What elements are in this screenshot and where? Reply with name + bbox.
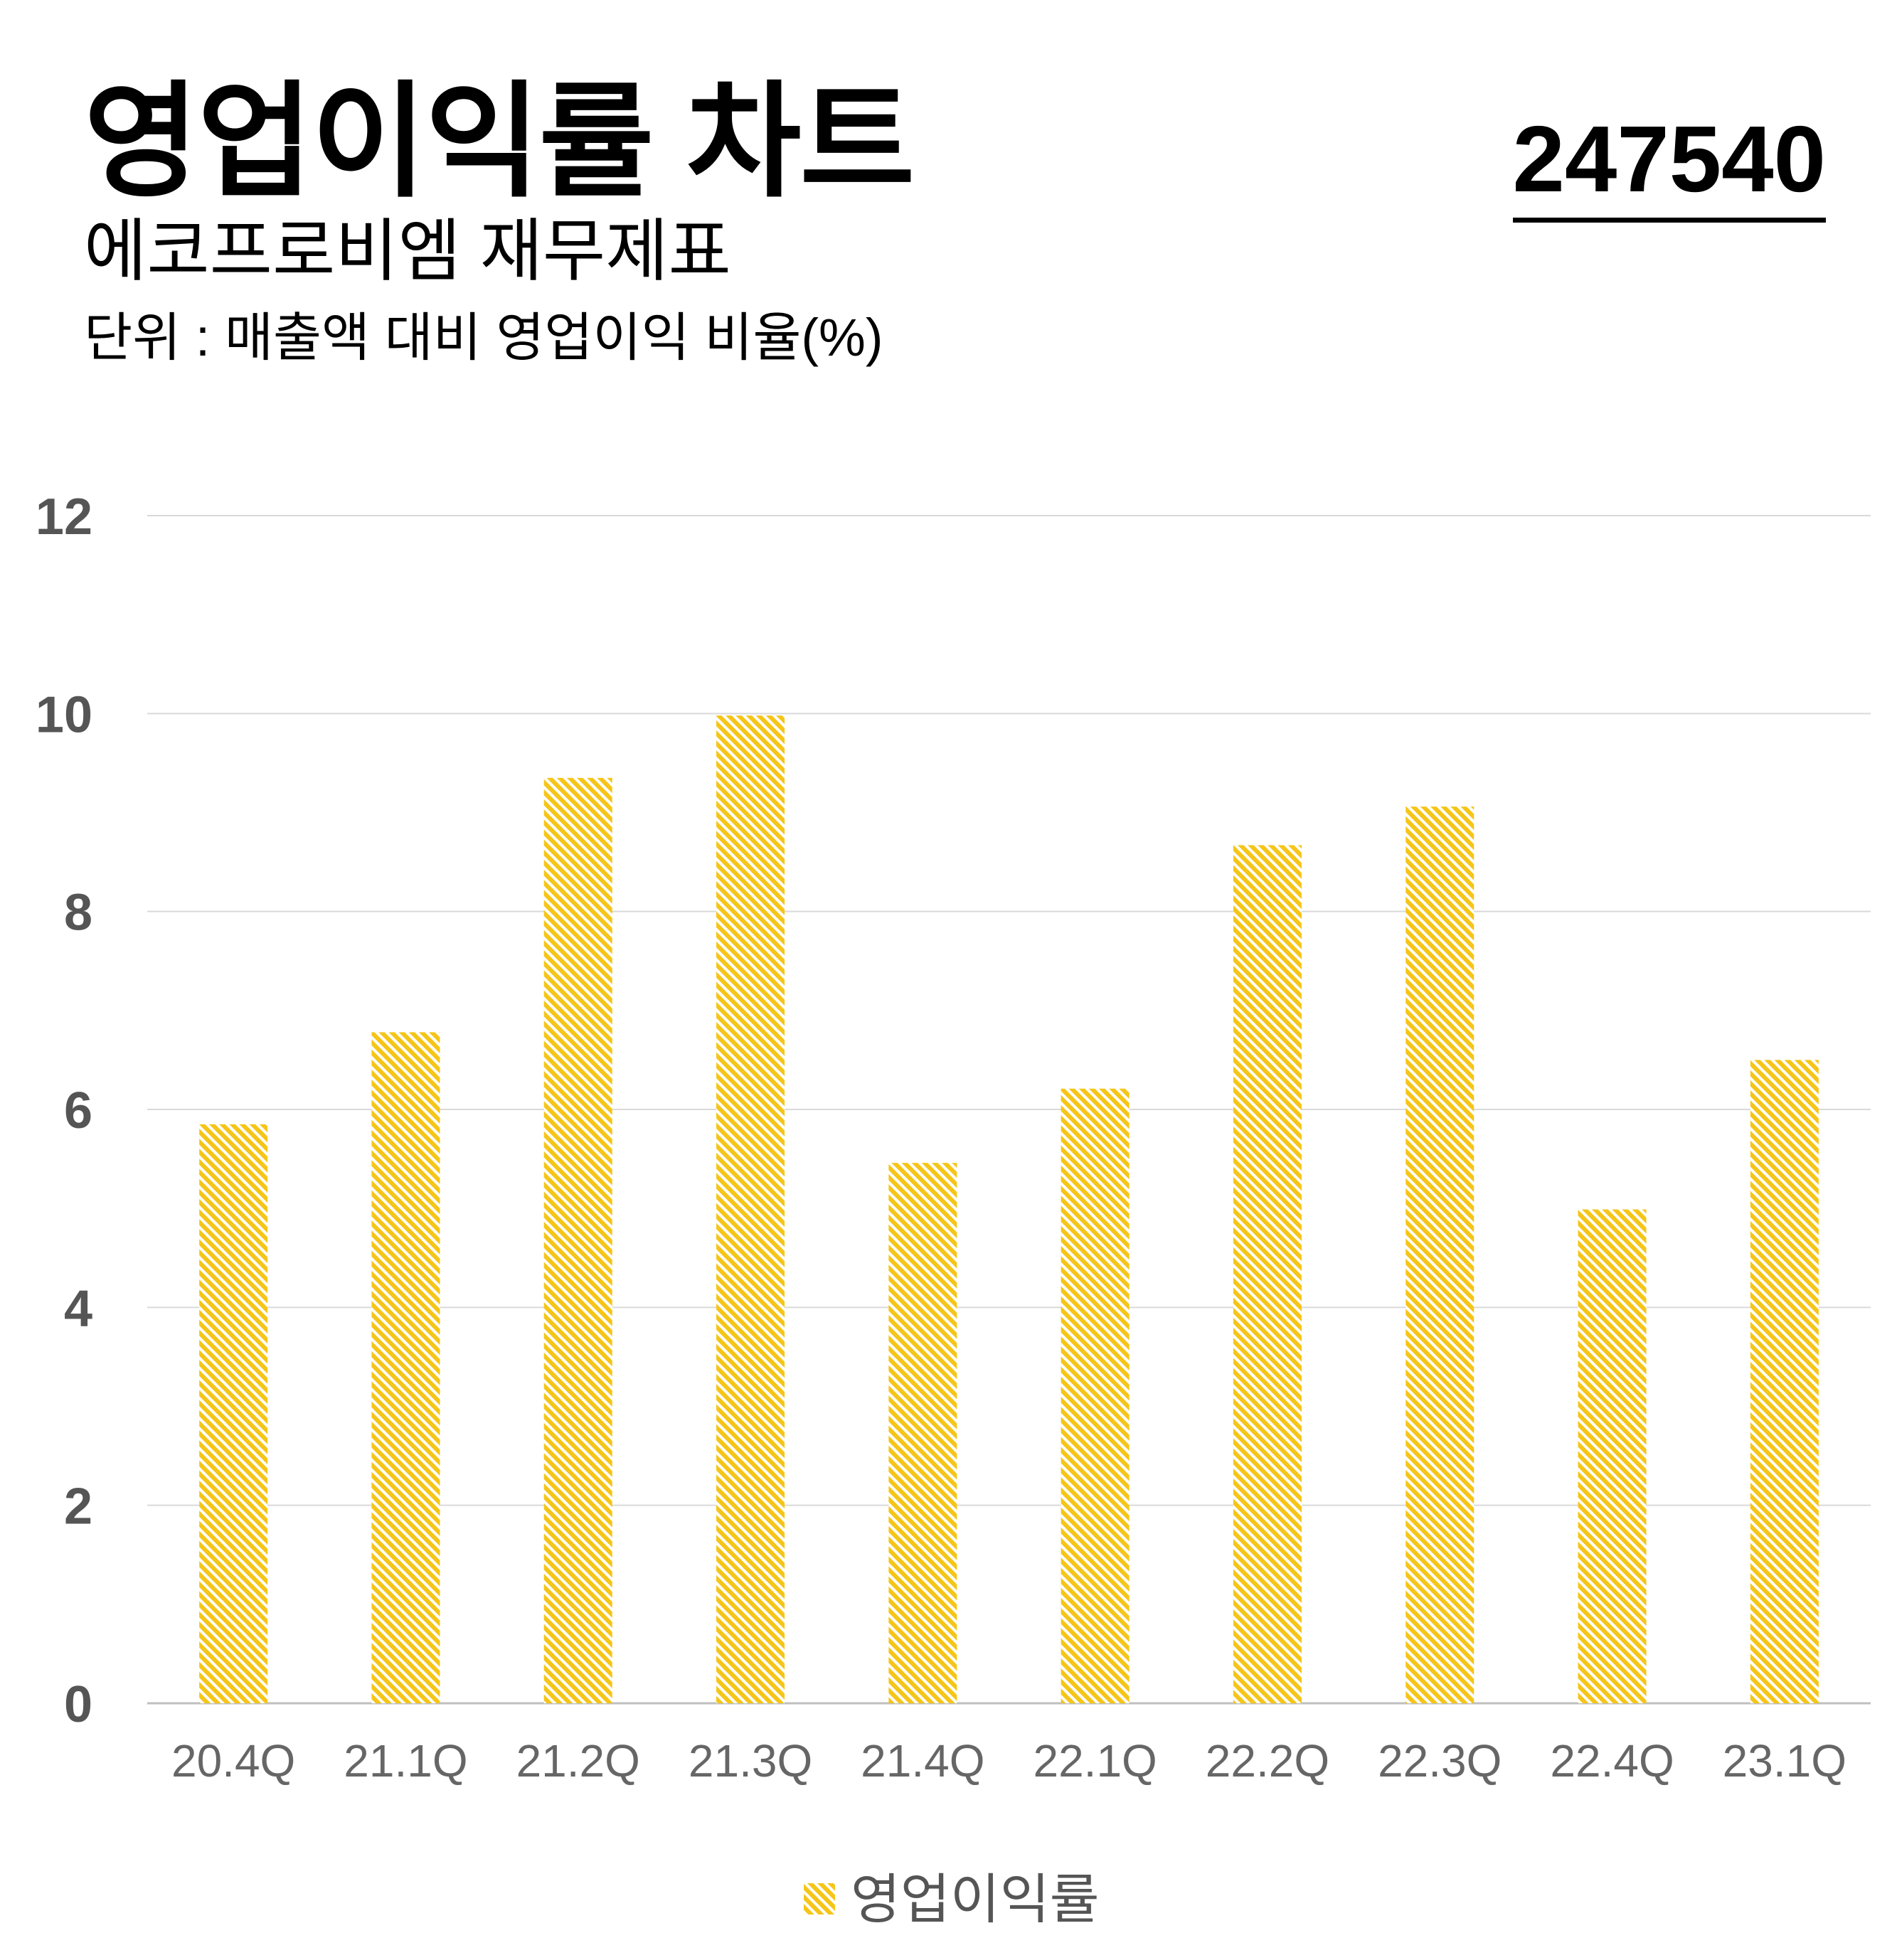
bar: [1750, 1060, 1819, 1703]
x-tick-label: 21.2Q: [516, 1735, 640, 1786]
unit-label: 단위 : 매출액 대비 영업이익 비율(%): [84, 308, 883, 367]
bar: [888, 1163, 957, 1703]
bar: [1406, 806, 1474, 1703]
legend-label: 영업이익률: [851, 1870, 1100, 1930]
x-tick-label: 20.4Q: [171, 1735, 295, 1786]
x-tick-label: 21.4Q: [861, 1735, 984, 1786]
legend: 영업이익률: [804, 1870, 1100, 1930]
y-tick-label: 4: [64, 1280, 92, 1337]
bar: [716, 715, 785, 1703]
y-tick-label: 2: [64, 1479, 92, 1535]
bar: [1233, 845, 1302, 1703]
page-subtitle: 에코프로비엠 재무제표: [84, 213, 731, 289]
x-tick-label: 22.3Q: [1378, 1735, 1502, 1786]
bar: [1061, 1088, 1130, 1703]
x-tick-label: 21.1Q: [344, 1735, 467, 1786]
x-tick-label: 23.1Q: [1723, 1735, 1846, 1786]
y-tick-label: 10: [36, 686, 92, 743]
stock-code: 247540: [1512, 112, 1826, 223]
y-tick-label: 12: [36, 489, 92, 545]
x-tick-label: 21.3Q: [689, 1735, 812, 1786]
bars: [199, 715, 1819, 1703]
y-tick-label: 8: [64, 885, 92, 942]
bar: [543, 777, 612, 1703]
x-axis: 20.4Q 21.1Q 21.2Q 21.3Q 21.4Q 22.1Q 22.2Q 22.3Q…: [171, 1735, 1846, 1786]
bar: [1578, 1209, 1647, 1703]
y-axis: 0 2 4 6 8 10 12: [36, 489, 92, 1733]
legend-swatch: [804, 1883, 835, 1914]
bar: [371, 1032, 440, 1703]
page-title: 영업이익률 차트: [84, 73, 915, 212]
x-tick-label: 22.1Q: [1033, 1735, 1157, 1786]
x-tick-label: 22.2Q: [1206, 1735, 1329, 1786]
bar: [199, 1124, 268, 1703]
y-tick-label: 0: [64, 1676, 92, 1733]
y-tick-label: 6: [64, 1082, 92, 1139]
x-tick-label: 22.4Q: [1550, 1735, 1674, 1786]
